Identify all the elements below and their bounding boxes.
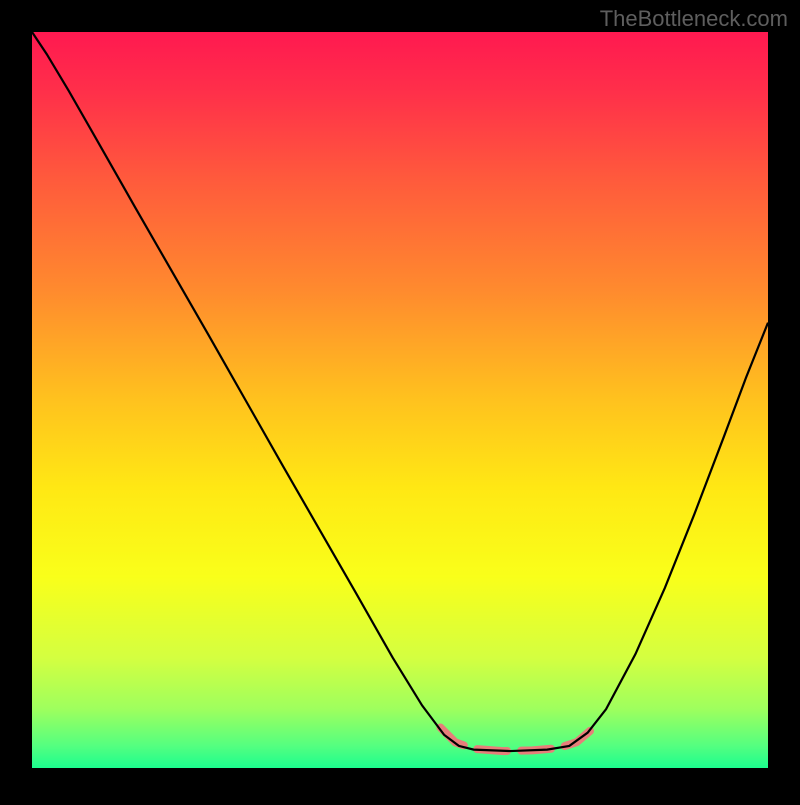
bottleneck-chart <box>0 0 800 800</box>
chart-gradient-background <box>32 32 768 768</box>
chart-svg <box>0 0 800 800</box>
watermark-text: TheBottleneck.com <box>600 6 788 32</box>
